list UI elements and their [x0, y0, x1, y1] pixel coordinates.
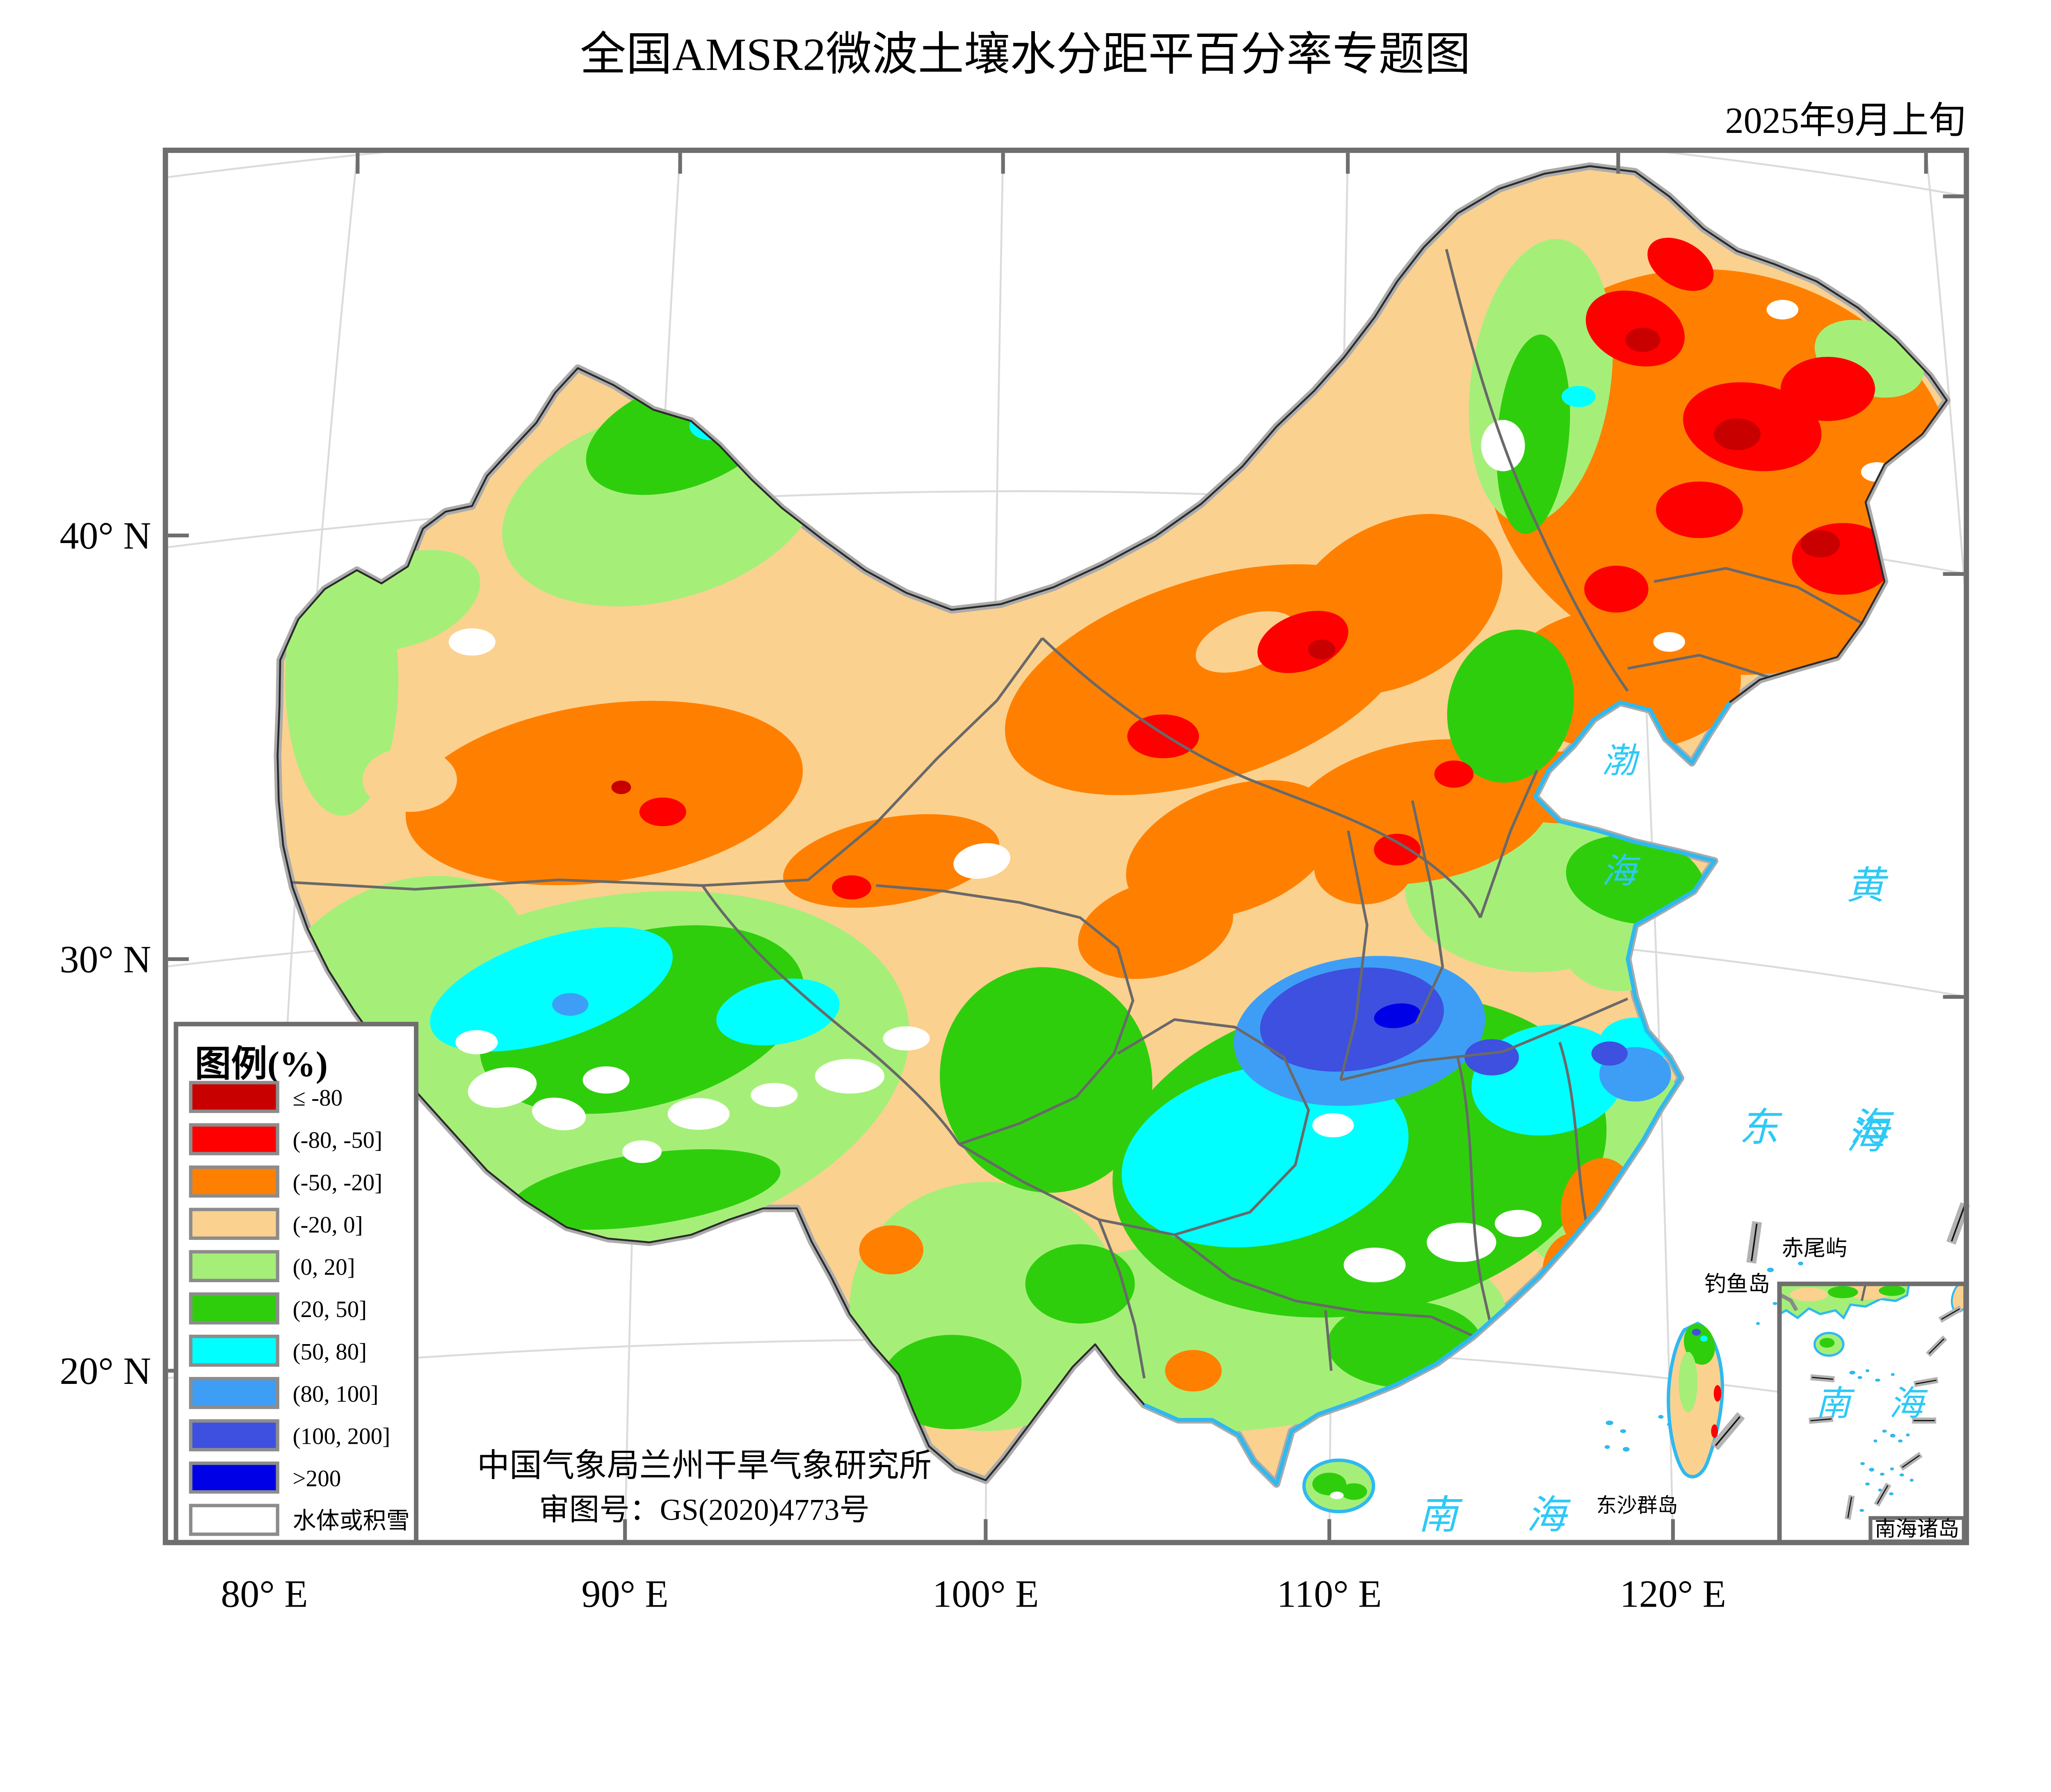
- legend-item: (-80, -50]: [189, 1123, 383, 1155]
- legend-item: (-50, -20]: [189, 1165, 383, 1198]
- south-china-sea-label: 南海: [1418, 1493, 1635, 1537]
- legend-swatch: [189, 1081, 279, 1113]
- legend-swatch: [189, 1165, 279, 1198]
- legend-title: 图例(%): [195, 1044, 328, 1084]
- legend-swatch: [189, 1334, 279, 1367]
- legend-item-label: (-20, 0]: [293, 1212, 363, 1238]
- map-frame: [162, 147, 1969, 1545]
- date-label: 2025年9月上旬: [1725, 100, 1965, 141]
- y-axis-label-20n: 20° N: [60, 1350, 151, 1393]
- legend-item-label: (20, 50]: [293, 1297, 367, 1322]
- legend-swatch: [189, 1208, 279, 1240]
- inset-label-box: 南海诸岛: [1868, 1516, 1966, 1543]
- x-axis-label-80e: 80° E: [221, 1573, 308, 1615]
- legend-swatch: [189, 1461, 279, 1494]
- inset-south-china-sea-label: 南海: [1816, 1385, 1962, 1423]
- page-title: 全国AMSR2微波土壤水分距平百分率专题图: [580, 29, 1471, 80]
- legend-swatch: [189, 1250, 279, 1283]
- east-china-sea-label: 东海: [1739, 1106, 1960, 1150]
- legend-item: (80, 100]: [189, 1377, 379, 1409]
- inset-map: 南海 南海诸岛: [1777, 1281, 1968, 1545]
- legend-item: ≤ -80: [189, 1081, 343, 1113]
- soil-moisture-map-page: 全国AMSR2微波土壤水分距平百分率专题图 2025年9月上旬: [59, 29, 1970, 1616]
- x-axis-label-110e: 110° E: [1277, 1573, 1382, 1615]
- legend-item: >200: [189, 1461, 341, 1494]
- legend-item: (20, 50]: [189, 1292, 367, 1325]
- legend-item-label: ≤ -80: [293, 1085, 343, 1111]
- legend-item: (0, 20]: [189, 1250, 355, 1283]
- inset-nine-dash: [1809, 1305, 1963, 1520]
- legend-swatch: [189, 1419, 279, 1452]
- legend-item-label: 水体或积雪: [293, 1508, 410, 1534]
- legend-item-label: (-80, -50]: [293, 1128, 383, 1153]
- coastline: [1143, 700, 1731, 1486]
- yellow-sea-label: 黄海: [1841, 865, 1883, 1365]
- y-axis-label-40n: 40° N: [60, 515, 151, 557]
- dongsha-islands-label: 东沙群岛: [1596, 1494, 1678, 1517]
- legend-swatch: [189, 1123, 279, 1155]
- legend-item-label: (-50, -20]: [293, 1170, 383, 1196]
- parallel-50n: [168, 153, 1964, 197]
- x-axis-label-120e: 120° E: [1620, 1573, 1726, 1615]
- attribution-line2: 审图号：GS(2020)4773号: [539, 1493, 870, 1527]
- legend-item-label: (80, 100]: [293, 1381, 379, 1407]
- province-borders: [280, 249, 1863, 1379]
- legend-box: 图例(%) ≤ -80 (-80, -50] (-50, -20] (-20, …: [174, 1022, 419, 1545]
- inset-reef-dots: [1849, 1369, 1914, 1512]
- legend-item: (100, 200]: [189, 1419, 391, 1452]
- taiwan-island: [1667, 1322, 1724, 1479]
- x-axis-label-100e: 100° E: [932, 1573, 1039, 1615]
- legend-swatch: [189, 1292, 279, 1325]
- x-axis-label-90e: 90° E: [582, 1573, 669, 1615]
- map-canvas: 全国AMSR2微波土壤水分距平百分率专题图 2025年9月上旬: [59, 29, 1970, 1616]
- inset-label-text: 南海诸岛: [1875, 1518, 1959, 1541]
- legend-item-label: >200: [293, 1466, 341, 1492]
- hainan-island: [1302, 1458, 1375, 1513]
- legend-item-label: (0, 20]: [293, 1254, 355, 1280]
- chiwei-island-label: 赤尾屿: [1782, 1236, 1848, 1260]
- island-dots: [1604, 1261, 1804, 1452]
- bohai-sea-label: 渤海: [1596, 742, 1635, 963]
- meridian-130e: [1925, 153, 1964, 587]
- inset-background: [1779, 1284, 1966, 1543]
- legend-item-label: (50, 80]: [293, 1339, 367, 1365]
- y-axis-label-30n: 30° N: [60, 938, 151, 981]
- legend-item: (50, 80]: [189, 1334, 367, 1367]
- legend-swatch: [189, 1504, 279, 1536]
- legend-item: (-20, 0]: [189, 1208, 363, 1240]
- diaoyu-island-label: 钓鱼岛: [1704, 1272, 1770, 1297]
- legend-item: 水体或积雪: [189, 1504, 410, 1536]
- attribution-line1: 中国气象局兰州干旱气象研究所: [477, 1448, 932, 1484]
- legend-swatch: [189, 1377, 279, 1409]
- legend-item-label: (100, 200]: [293, 1424, 391, 1450]
